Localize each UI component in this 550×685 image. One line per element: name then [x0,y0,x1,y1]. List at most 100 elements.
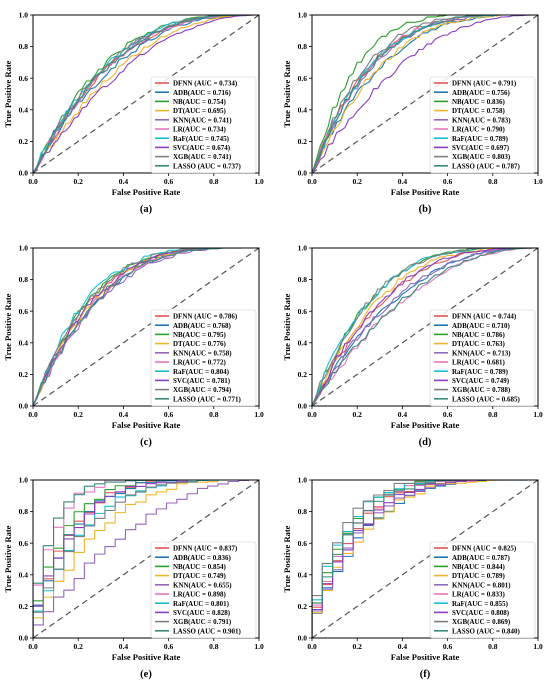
x-tick-label: 0.0 [28,642,38,651]
legend-label: LR(AUC = 0.833) [452,591,505,599]
y-tick-label: 0.6 [298,307,308,316]
legend-label: LR(AUC = 0.734) [173,126,226,134]
legend-label: NB(AUC = 0.844) [452,563,505,571]
roc-curve-svc [312,480,538,638]
legend-label: XGB(AUC = 0.741) [173,153,232,161]
legend-label: XGB(AUC = 0.791) [173,618,232,626]
x-tick-label: 0.6 [164,642,174,651]
x-axis-label: False Positive Rate [391,652,460,662]
x-tick-label: 0.6 [443,177,453,186]
roc-panel: 0.00.0 0.2 0.2 0.4 0.4 0.6 0.6 0.8 0.8 1.0 1.0 DFNN… [3,476,264,680]
legend-box [150,76,257,174]
legend-label: NB(AUC = 0.795) [173,331,226,339]
legend-label: XGB(AUC = 0.794) [173,386,232,394]
x-tick-label: 0.0 [307,642,317,651]
legend-label: RaF(AUC = 0.855) [452,600,509,608]
roc-curves [33,15,259,173]
panel-label: (b) [419,204,432,215]
roc-curve-nb [312,15,538,173]
legend-label: DFNN (AUC = 0.734) [173,80,238,88]
legend-label: KNN(AUC = 0.801) [452,581,511,589]
legend-label: KNN(AUC = 0.713) [452,349,511,357]
y-tick-label: 0.0 [19,634,29,643]
y-tick-label: 0.4 [19,338,29,347]
y-tick-label: 0.4 [298,338,308,347]
roc-panel: 0.00.0 0.2 0.2 0.4 0.4 0.6 0.6 0.8 0.8 1.0 1.0 DFNN… [282,11,543,215]
legend-label: LASSO (AUC = 0.901) [173,627,241,635]
roc-panel: 0.00.0 0.2 0.2 0.4 0.4 0.6 0.6 0.8 0.8 1.0 1.0 DFNN… [282,476,543,680]
x-tick-label: 1.0 [533,410,543,419]
legend-label: LR(AUC = 0.681) [452,359,505,367]
x-tick-label: 0.4 [398,410,408,419]
y-tick-label: 0.0 [298,169,308,178]
y-tick-label: 0.6 [19,307,29,316]
plot-frame [32,247,260,407]
legend-box [429,309,536,407]
y-tick-label: 0.8 [298,507,308,516]
x-tick-label: 0.2 [353,642,363,651]
legend-label: XGB(AUC = 0.788) [452,386,511,394]
legend-box [429,76,536,174]
y-tick-label: 0.0 [19,402,29,411]
y-tick-label: 0.2 [19,137,29,146]
chance-line [311,479,539,639]
panel-label: (d) [419,437,432,448]
legend-label: DFNN (AUC = 0.744) [452,313,517,321]
chance-line [32,479,260,639]
legend-label: DT(AUC = 0.763) [452,340,505,348]
x-tick-label: 1.0 [254,642,264,651]
panel-label: (c) [140,437,152,448]
x-axis-label: False Positive Rate [112,187,181,197]
roc-curve-xgb [312,480,538,638]
y-tick-label: 1.0 [298,244,308,253]
roc-panel: 0.00.0 0.2 0.2 0.4 0.4 0.6 0.6 0.8 0.8 1.0 1.0 DFNN… [3,244,264,448]
roc-curve-lasso [33,480,259,638]
x-tick-label: 0.4 [398,177,408,186]
x-tick-label: 1.0 [254,410,264,419]
y-tick-label: 1.0 [19,476,29,485]
x-tick-label: 0.0 [28,410,38,419]
y-tick-label: 0.4 [298,105,308,114]
legend-label: SVC(AUC = 0.781) [173,377,231,385]
legend-label: XGB(AUC = 0.803) [452,153,511,161]
legend-label: NB(AUC = 0.786) [452,331,505,339]
x-tick-label: 0.4 [119,177,129,186]
legend-box [150,309,257,407]
roc-curve-xgb [312,248,538,406]
y-tick-label: 0.2 [19,370,29,379]
legend-label: LASSO (AUC = 0.787) [452,162,520,170]
roc-curve-knn [312,248,538,406]
y-tick-label: 0.0 [298,634,308,643]
legend-box [429,541,536,639]
x-tick-label: 0.6 [443,642,453,651]
x-tick-label: 0.4 [119,642,129,651]
x-tick-label: 1.0 [533,642,543,651]
x-tick-label: 0.8 [488,642,498,651]
y-tick-label: 0.6 [19,539,29,548]
x-axis-label: False Positive Rate [391,187,460,197]
legend-label: LASSO (AUC = 0.685) [452,395,520,403]
x-tick-label: 0.4 [398,642,408,651]
legend-label: LASSO (AUC = 0.737) [173,162,241,170]
roc-curve-nb [312,248,538,406]
legend-label: SVC(AUC = 0.828) [173,609,231,617]
legend-label: RaF(AUC = 0.789) [452,135,509,143]
x-tick-label: 0.0 [307,177,317,186]
roc-curve-lasso [312,480,538,638]
x-tick-label: 0.0 [307,410,317,419]
x-tick-label: 0.0 [28,177,38,186]
x-tick-label: 1.0 [533,177,543,186]
x-tick-label: 0.6 [443,410,453,419]
legend-label: ADB(AUC = 0.836) [173,554,232,562]
roc-curve-xgb [33,248,259,406]
y-axis-label: True Positive Rate [3,293,13,360]
roc-curve-svc [33,15,259,173]
y-tick-label: 0.8 [19,42,29,51]
y-tick-label: 0.8 [19,507,29,516]
x-axis-label: False Positive Rate [391,420,460,430]
legend-label: NB(AUC = 0.854) [173,563,226,571]
legend-label: RaF(AUC = 0.804) [173,368,230,376]
legend-label: KNN(AUC = 0.783) [452,116,511,124]
plot-frame [311,479,539,639]
